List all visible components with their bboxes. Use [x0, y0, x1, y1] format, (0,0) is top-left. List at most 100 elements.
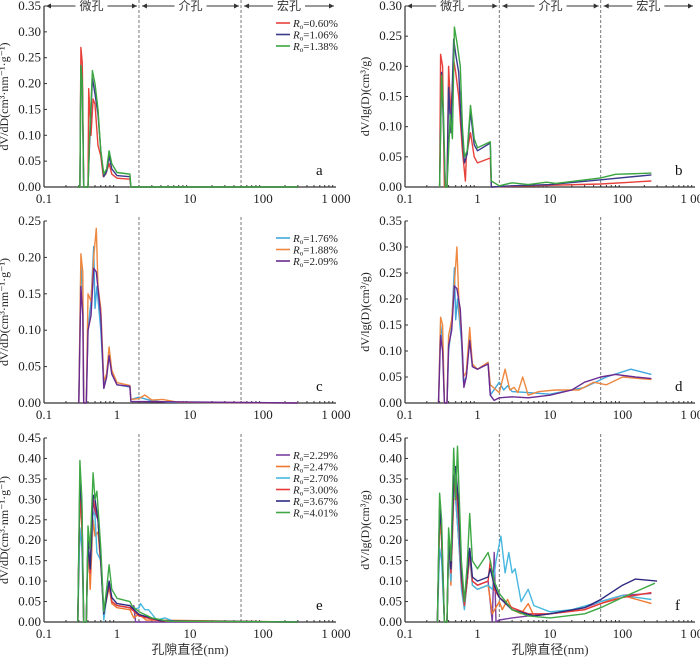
series-line [78, 227, 298, 404]
legend-label: Ro=2.47% [292, 462, 338, 475]
x-tick-label: 0.1 [397, 626, 413, 641]
x-tick-label: 100 [613, 626, 633, 641]
y-axis-title: dV/dD(cm³·nm⁻¹·g⁻¹) [0, 476, 11, 584]
y-tick-label: 0.15 [379, 553, 402, 568]
series-line [438, 26, 652, 188]
x-tick-label: 0.1 [36, 626, 52, 641]
y-tick-label: 0.00 [18, 395, 41, 410]
arrow-right-icon [593, 3, 599, 9]
region-label: 微孔 [79, 0, 103, 13]
y-tick-label: 0.05 [379, 149, 402, 164]
y-tick-label: 0.00 [18, 179, 41, 194]
series-line [437, 285, 652, 404]
arrow-right-icon [131, 3, 137, 9]
arrow-left-icon [407, 3, 412, 9]
x-tick-label: 1 000 [321, 407, 350, 422]
y-tick-label: 0.45 [18, 430, 41, 445]
x-tick-label: 1 000 [680, 407, 700, 422]
series-line [78, 245, 298, 404]
y-tick-label: 0.00 [379, 179, 402, 194]
y-tick-label: 0.05 [379, 369, 402, 384]
arrow-left-icon [46, 3, 51, 9]
y-tick-label: 0.05 [18, 153, 41, 168]
y-tick-label: 0.10 [18, 127, 41, 142]
panel-d: 0.00 0.05 0.10 0.15 0.20 0.25 0.30 0.35 0.1 1 10 10… [358, 213, 700, 422]
x-tick-label: 1 000 [321, 191, 350, 206]
y-tick-label: 0.40 [18, 450, 41, 465]
x-tick-label: 10 [184, 626, 197, 641]
region-label: 宏孔 [277, 0, 301, 13]
series-line [77, 510, 298, 623]
y-tick-label: 0.10 [379, 573, 402, 588]
x-axis-title: 孔隙直径(nm) [151, 642, 228, 657]
x-tick-label: 100 [253, 626, 273, 641]
y-axis-title: dV/lg(D)(cm³/g) [358, 272, 372, 352]
x-tick-label: 1 [474, 407, 481, 422]
y-tick-label: 0.00 [379, 614, 402, 629]
panel-letter: c [316, 379, 323, 395]
y-tick-label: 0.10 [18, 573, 41, 588]
legend-label: Ro=0.60% [292, 18, 338, 31]
y-tick-label: 0.00 [18, 614, 41, 629]
x-axis-title: 孔隙直径(nm) [511, 642, 588, 657]
x-tick-label: 10 [544, 407, 557, 422]
panel-a: 微孔 介孔 宏孔 0.00 0.05 0.10 0.15 0.20 0.25 0.30 0.35 0.… [0, 0, 351, 206]
y-tick-label: 0.30 [379, 239, 402, 254]
x-tick-label: 0.1 [397, 191, 413, 206]
y-tick-label: 0.05 [18, 359, 41, 374]
y-tick-label: 0.30 [18, 491, 41, 506]
region-label: 介孔 [538, 0, 562, 13]
legend-label: Ro=1.88% [292, 245, 338, 258]
y-tick-label: 0.40 [379, 450, 402, 465]
region-label: 宏孔 [636, 0, 660, 13]
y-tick-label: 0.25 [18, 512, 41, 527]
y-tick-label: 0.25 [379, 28, 402, 43]
x-tick-label: 10 [544, 626, 557, 641]
x-tick-label: 1 [114, 626, 121, 641]
legend-label: Ro=1.06% [292, 30, 338, 43]
y-tick-label: 0.00 [379, 395, 402, 410]
y-tick-label: 0.15 [379, 89, 402, 104]
y-tick-label: 0.20 [18, 76, 41, 91]
series-line [78, 267, 298, 404]
legend-label: Ro=4.01% [292, 508, 338, 521]
x-tick-label: 0.1 [36, 407, 52, 422]
legend-label: Ro=2.09% [292, 256, 338, 269]
arrow-left-icon [502, 3, 508, 9]
x-tick-label: 1 [114, 191, 121, 206]
y-tick-label: 0.15 [18, 286, 41, 301]
arrow-right-icon [492, 3, 498, 9]
y-tick-label: 0.20 [18, 532, 41, 547]
y-tick-label: 0.35 [379, 471, 402, 486]
arrow-right-icon [234, 3, 240, 9]
y-axis-title: dV/dD(cm³·nm⁻¹·g⁻¹) [0, 42, 11, 150]
x-tick-label: 100 [613, 407, 633, 422]
panel-letter: a [316, 163, 323, 179]
panel-c: 0.00 0.05 0.10 0.15 0.20 0.25 0.1 1 10 100 1 000 dV… [0, 213, 351, 422]
x-tick-label: 0.1 [397, 407, 413, 422]
y-tick-label: 0.35 [18, 0, 41, 13]
x-tick-label: 1 000 [680, 626, 700, 641]
series-line [436, 445, 656, 623]
x-tick-label: 100 [253, 407, 273, 422]
panel-letter: b [675, 163, 683, 179]
x-tick-label: 10 [184, 191, 197, 206]
panel-f: 0.00 0.05 0.10 0.15 0.20 0.25 0.30 0.35 0.40 0.45… [358, 430, 700, 657]
y-axis-title: dV/lg(D)(cm³/g) [358, 490, 372, 570]
legend-label: Ro=2.29% [292, 450, 338, 463]
x-tick-label: 100 [613, 191, 633, 206]
region-label: 介孔 [178, 0, 202, 13]
panel-e: 0.00 0.05 0.10 0.15 0.20 0.25 0.30 0.35 0.40 0.45… [0, 430, 351, 657]
y-tick-label: 0.20 [379, 532, 402, 547]
y-tick-label: 0.10 [379, 343, 402, 358]
y-tick-label: 0.10 [379, 119, 402, 134]
arrow-right-icon [329, 3, 334, 9]
legend-label: Ro=3.67% [292, 496, 338, 509]
y-tick-label: 0.05 [379, 594, 402, 609]
y-tick-label: 0.30 [379, 491, 402, 506]
region-label: 微孔 [440, 0, 464, 13]
series-line [436, 465, 658, 623]
x-tick-label: 1 [474, 191, 481, 206]
panel-letter: f [675, 598, 680, 614]
